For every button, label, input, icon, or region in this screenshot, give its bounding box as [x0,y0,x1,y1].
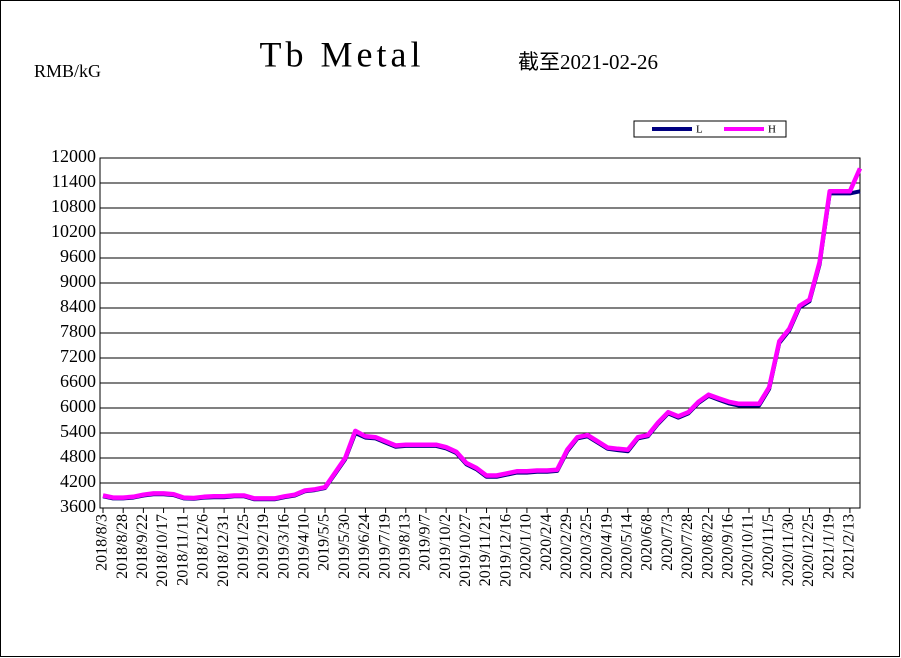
x-tick-label: 2019/1/25 [235,514,252,579]
y-tick-label: 6600 [60,371,96,391]
x-tick-label: 2018/12/6 [195,514,212,579]
y-tick-label: 5400 [60,421,96,441]
x-tick-label: 2018/11/11 [174,514,191,586]
y-tick-label: 12000 [51,146,96,166]
x-tick-label: 2019/10/2 [437,514,454,579]
x-tick-label: 2019/10/27 [457,514,474,587]
y-tick-label: 11400 [52,171,96,191]
x-tick-label: 2020/2/4 [538,514,555,571]
x-tick-label: 2020/6/8 [639,514,656,571]
x-tick-label: 2020/11/5 [760,514,777,578]
x-tick-label: 2020/7/3 [659,514,676,571]
x-tick-label: 2021/2/13 [841,514,858,579]
x-tick-label: 2020/1/10 [518,514,535,579]
y-axis-label: RMB/kG [34,61,101,81]
x-tick-label: 2020/10/11 [740,514,757,586]
x-tick-label: 2020/4/19 [598,514,615,579]
x-tick-label: 2021/1/19 [820,514,837,579]
legend-box [633,120,787,138]
y-tick-label: 4800 [60,446,96,466]
y-tick-label: 10800 [51,196,96,216]
x-tick-label: 2019/7/19 [376,514,393,579]
x-tick-label: 2019/2/19 [255,514,272,579]
x-tick-label: 2020/12/25 [800,514,817,587]
x-tick-label: 2020/9/16 [719,514,736,579]
y-tick-label: 9000 [60,271,96,291]
x-tick-label: 2020/8/22 [699,514,716,579]
x-tick-label: 2018/12/31 [215,514,232,587]
x-tick-label: 2019/9/7 [417,514,434,571]
y-tick-label: 3600 [60,496,96,516]
x-tick-label: 2019/5/5 [316,514,333,571]
x-tick-label: 2019/8/13 [396,514,413,579]
series-line [102,167,863,501]
x-tick-label: 2018/8/28 [114,514,131,579]
y-tick-label: 10200 [51,221,96,241]
y-tick-label: 6000 [60,396,96,416]
x-tick-label: 2019/6/24 [356,514,373,579]
chart-title: Tb Metal [260,34,425,74]
y-tick-label: 8400 [60,296,96,316]
x-tick-label: 2020/7/28 [679,514,696,579]
y-tick-label: 9600 [60,246,96,266]
x-tick-label: 2018/9/22 [134,514,151,579]
x-tick-label: 2019/3/16 [275,514,292,579]
x-tick-label: 2020/2/29 [558,514,575,579]
x-tick-label: 2019/4/10 [296,514,313,579]
x-tick-label: 2019/12/16 [497,514,514,587]
x-tick-label: 2020/11/30 [780,514,797,586]
x-tick-label: 2019/11/21 [477,514,494,586]
x-tick-label: 2018/8/3 [94,514,111,571]
x-tick-label: 2018/10/17 [154,514,171,587]
legend-label: L [696,124,703,136]
x-tick-label: 2020/3/25 [578,514,595,579]
x-tick-label: 2019/5/30 [336,514,353,579]
y-tick-label: 4200 [60,471,96,491]
legend-label: H [768,124,776,136]
y-tick-label: 7200 [60,346,96,366]
subtitle: 截至2021-02-26 [518,50,658,74]
y-tick-label: 7800 [60,321,96,341]
x-tick-label: 2020/5/14 [619,514,636,579]
